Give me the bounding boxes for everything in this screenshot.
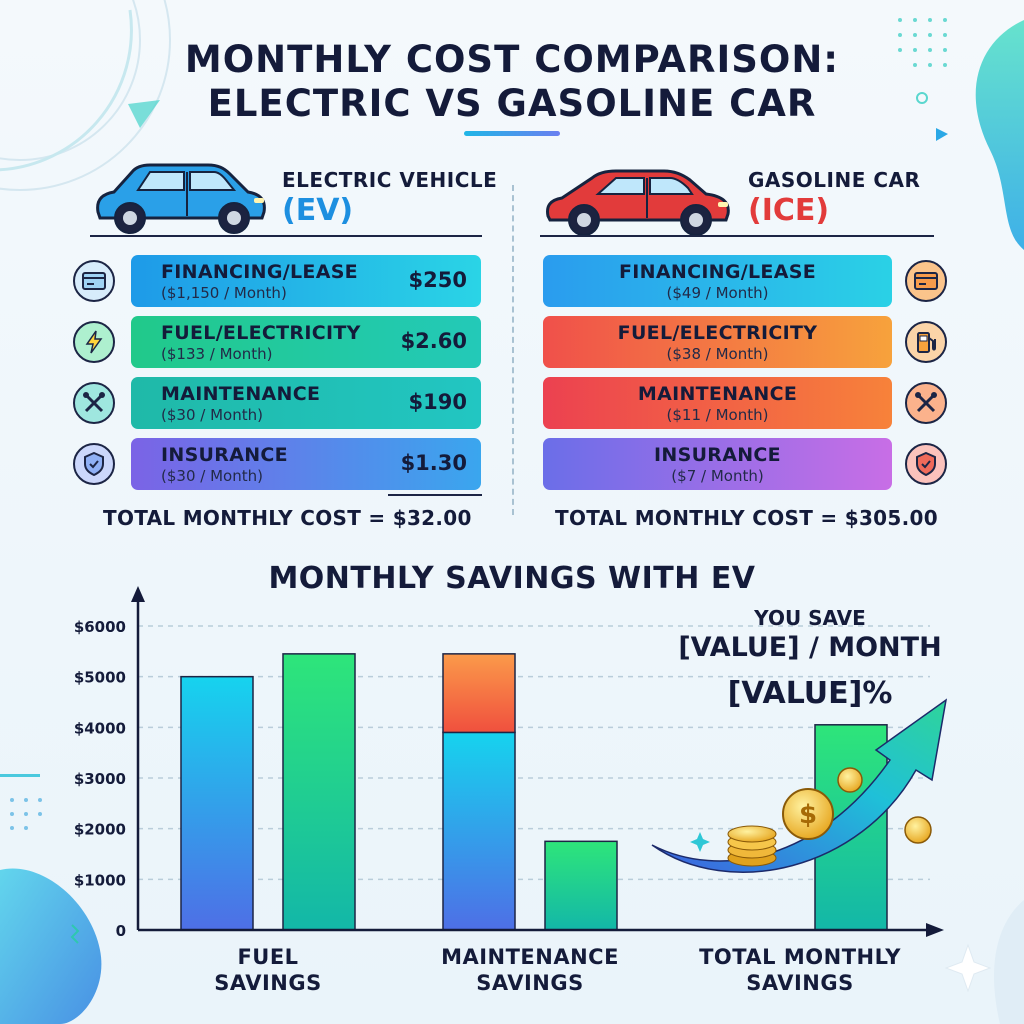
x-label-line: TOTAL MONTHLY xyxy=(699,945,901,969)
bar-segment xyxy=(442,653,516,734)
y-axis-arrow-icon xyxy=(131,586,145,602)
ev-label: ELECTRIC VEHICLE xyxy=(282,168,498,192)
ev-total: TOTAL MONTHLY COST = $32.00 xyxy=(103,506,472,530)
dot-grid-bottom-left xyxy=(10,798,42,830)
x-label-total-monthly-savings: TOTAL MONTHLY SAVINGS xyxy=(680,944,920,996)
bottom-left-blob xyxy=(0,868,102,1024)
ice-row-maintenance: MAINTENANCE ($11 / Month) xyxy=(543,377,892,429)
x-label-fuel-savings: FUEL SAVINGS xyxy=(168,944,368,996)
cost-sub: ($30 / Month) xyxy=(161,406,263,424)
you-save-percent: [VALUE]% xyxy=(727,676,893,711)
electric-car-icon xyxy=(96,163,266,234)
cost-sub: ($30 / Month) xyxy=(161,467,263,485)
x-label-line: SAVINGS xyxy=(476,971,584,995)
cost-value: $1.30 xyxy=(400,451,467,475)
dollar-coin-icon: $ xyxy=(782,788,834,840)
page-title-line1: MONTHLY COST COMPARISON: xyxy=(184,38,840,81)
cost-value: $190 xyxy=(408,390,467,414)
ice-row-fuel: FUEL/ELECTRICITY ($38 / Month) xyxy=(543,316,892,368)
ev-row-insurance: INSURANCE ($30 / Month) $1.30 xyxy=(131,438,481,490)
x-label-line: SAVINGS xyxy=(214,971,322,995)
x-label-maintenance-savings: MAINTENANCE SAVINGS xyxy=(420,944,640,996)
ev-row-financing: FINANCING/LEASE ($1,150 / Month) $250 xyxy=(131,255,481,307)
credit-card-icon xyxy=(905,260,947,302)
wrench-screwdriver-icon xyxy=(905,382,947,424)
cost-sub: ($49 / Month) xyxy=(666,284,769,302)
cost-sub: ($38 / Month) xyxy=(666,345,769,363)
bar-segment xyxy=(544,840,618,931)
you-save-label: YOU SAVE xyxy=(754,606,866,630)
sparkle-deco xyxy=(944,943,992,993)
right-blob xyxy=(975,20,1024,250)
lightning-icon xyxy=(73,321,115,363)
y-tick-label: $3000 xyxy=(74,770,126,788)
ev-divider xyxy=(90,235,482,237)
ice-abbr: (ICE) xyxy=(748,193,830,228)
y-tick-label: 0 xyxy=(116,922,126,940)
svg-text:$: $ xyxy=(799,800,817,830)
small-coin-icon xyxy=(837,767,932,844)
ev-row-maintenance: MAINTENANCE ($30 / Month) $190 xyxy=(131,377,481,429)
cost-name: FUEL/ELECTRICITY xyxy=(161,322,361,344)
growth-arrow-icon xyxy=(651,698,948,873)
credit-card-icon xyxy=(73,260,115,302)
ice-row-financing: FINANCING/LEASE ($49 / Month) xyxy=(543,255,892,307)
cost-name: INSURANCE xyxy=(654,444,781,466)
savings-bar-chart: 0 $1000 $2000 $3000 $4000 $5000 $6000 $ xyxy=(74,586,948,940)
cost-sub: ($11 / Month) xyxy=(666,406,769,424)
cost-name: INSURANCE xyxy=(161,444,288,466)
ice-row-insurance: INSURANCE ($7 / Month) xyxy=(543,438,892,490)
bar-segment xyxy=(442,731,516,931)
coin-stack-icon xyxy=(727,825,777,867)
sparkle-icon xyxy=(690,832,710,852)
cost-name: MAINTENANCE xyxy=(161,383,321,405)
cost-value: $250 xyxy=(408,268,467,292)
x-label-line: FUEL xyxy=(237,945,299,969)
y-tick-label: $4000 xyxy=(74,719,126,737)
cost-name: FINANCING/LEASE xyxy=(161,261,358,283)
cost-sub: ($1,150 / Month) xyxy=(161,284,287,302)
triangle-deco xyxy=(128,100,160,128)
ev-total-rule xyxy=(388,494,482,496)
cost-name: MAINTENANCE xyxy=(637,383,798,405)
x-axis-arrow-icon xyxy=(926,923,944,937)
ev-abbr: (EV) xyxy=(282,193,354,228)
cost-sub: ($133 / Month) xyxy=(161,345,273,363)
page-title-line2: ELECTRIC VS GASOLINE CAR xyxy=(207,82,817,125)
y-tick-label: $6000 xyxy=(74,618,126,636)
chart-title: MONTHLY SAVINGS WITH EV xyxy=(268,561,756,596)
bar-segment xyxy=(282,653,356,931)
x-label-line: SAVINGS xyxy=(746,971,854,995)
title-underline xyxy=(464,131,560,136)
x-label-line: MAINTENANCE xyxy=(441,945,619,969)
bar-segment xyxy=(180,675,254,931)
ev-row-fuel: FUEL/ELECTRICITY ($133 / Month) $2.60 xyxy=(131,316,481,368)
y-tick-label: $1000 xyxy=(74,871,126,889)
center-dashed-divider xyxy=(512,185,514,515)
top-left-arcs xyxy=(0,0,171,191)
cost-name: FINANCING/LEASE xyxy=(619,261,816,283)
fuel-pump-icon xyxy=(905,321,947,363)
dot-grid-top-right xyxy=(898,18,947,67)
y-tick-label: $5000 xyxy=(74,669,126,687)
shield-icon xyxy=(905,443,947,485)
shield-icon xyxy=(73,443,115,485)
ice-total: TOTAL MONTHLY COST = $305.00 xyxy=(555,506,938,530)
you-save-per-month: [VALUE] / MONTH xyxy=(678,632,942,663)
cost-name: FUEL/ELECTRICITY xyxy=(617,322,818,344)
gasoline-car-icon xyxy=(546,169,730,236)
cost-value: $2.60 xyxy=(400,329,467,353)
ice-divider xyxy=(540,235,934,237)
ice-label: GASOLINE CAR xyxy=(748,168,921,192)
wrench-screwdriver-icon xyxy=(73,382,115,424)
y-tick-label: $2000 xyxy=(74,821,126,839)
cost-sub: ($7 / Month) xyxy=(671,467,764,485)
